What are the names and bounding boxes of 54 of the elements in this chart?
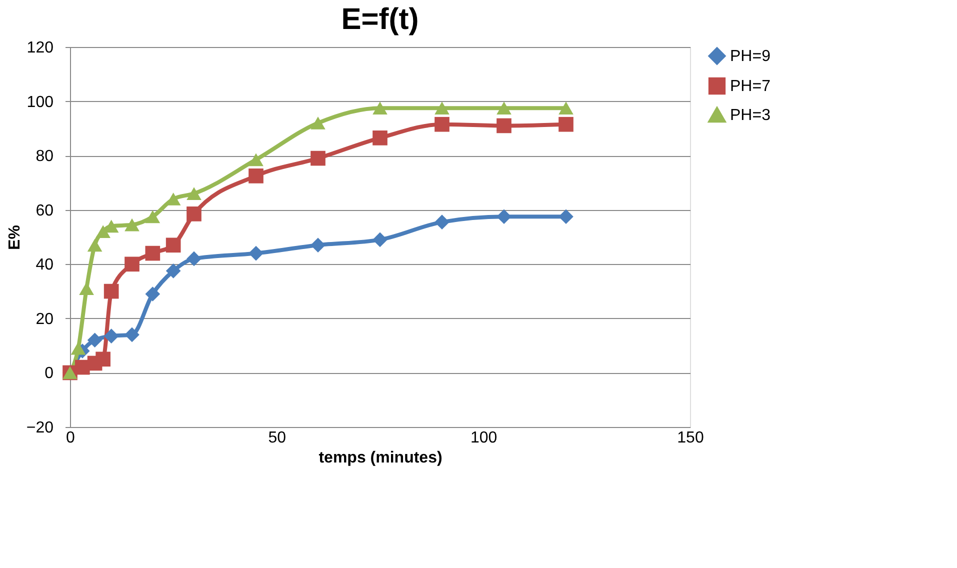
legend-label: PH=7 [730,78,771,95]
x-axis-title: temps (minutes) [318,450,442,466]
chart-title: E=f(t) [341,3,419,36]
y-tick-label: 80 [36,148,54,166]
y-tick-label: 100 [26,94,54,111]
point [558,209,574,224]
point [434,116,450,132]
y-tick-label: 20 [36,310,54,328]
point [96,352,110,367]
point [186,251,202,266]
x-tick-label: 150 [677,430,704,446]
point [248,246,264,261]
point [248,153,264,166]
point [310,238,326,253]
point [124,218,140,232]
point [87,238,102,252]
point [434,214,450,230]
point [104,284,119,299]
point [310,116,326,130]
legend-label: PH=9 [730,48,771,65]
point [186,187,202,200]
y-tick-label: 40 [36,256,54,274]
point [496,209,512,224]
y-axis-title: E% [6,225,24,250]
legend-label: PH=3 [730,107,771,124]
point [372,102,388,114]
point [310,150,326,166]
point [186,206,202,222]
y-tick-label: −20 [26,420,54,436]
point [145,246,160,261]
y-tick-label: 60 [36,202,54,220]
point [104,328,119,344]
point [166,264,181,278]
point [145,286,160,302]
point [558,102,574,114]
point [558,116,574,132]
point [96,225,110,238]
y-tick-label: 120 [26,40,54,56]
point [145,210,160,224]
point [496,118,512,134]
point [166,238,181,253]
point [372,130,388,146]
y-tick-label: 0 [44,365,54,382]
point [372,232,388,248]
x-tick-label: 100 [470,430,498,446]
point [434,102,450,114]
point [87,332,102,348]
point [124,256,140,272]
point [124,327,140,342]
point [79,282,94,295]
x-tick-label: 50 [268,430,286,446]
point [248,168,264,184]
point [496,102,512,114]
x-tick-label: 0 [66,430,76,446]
